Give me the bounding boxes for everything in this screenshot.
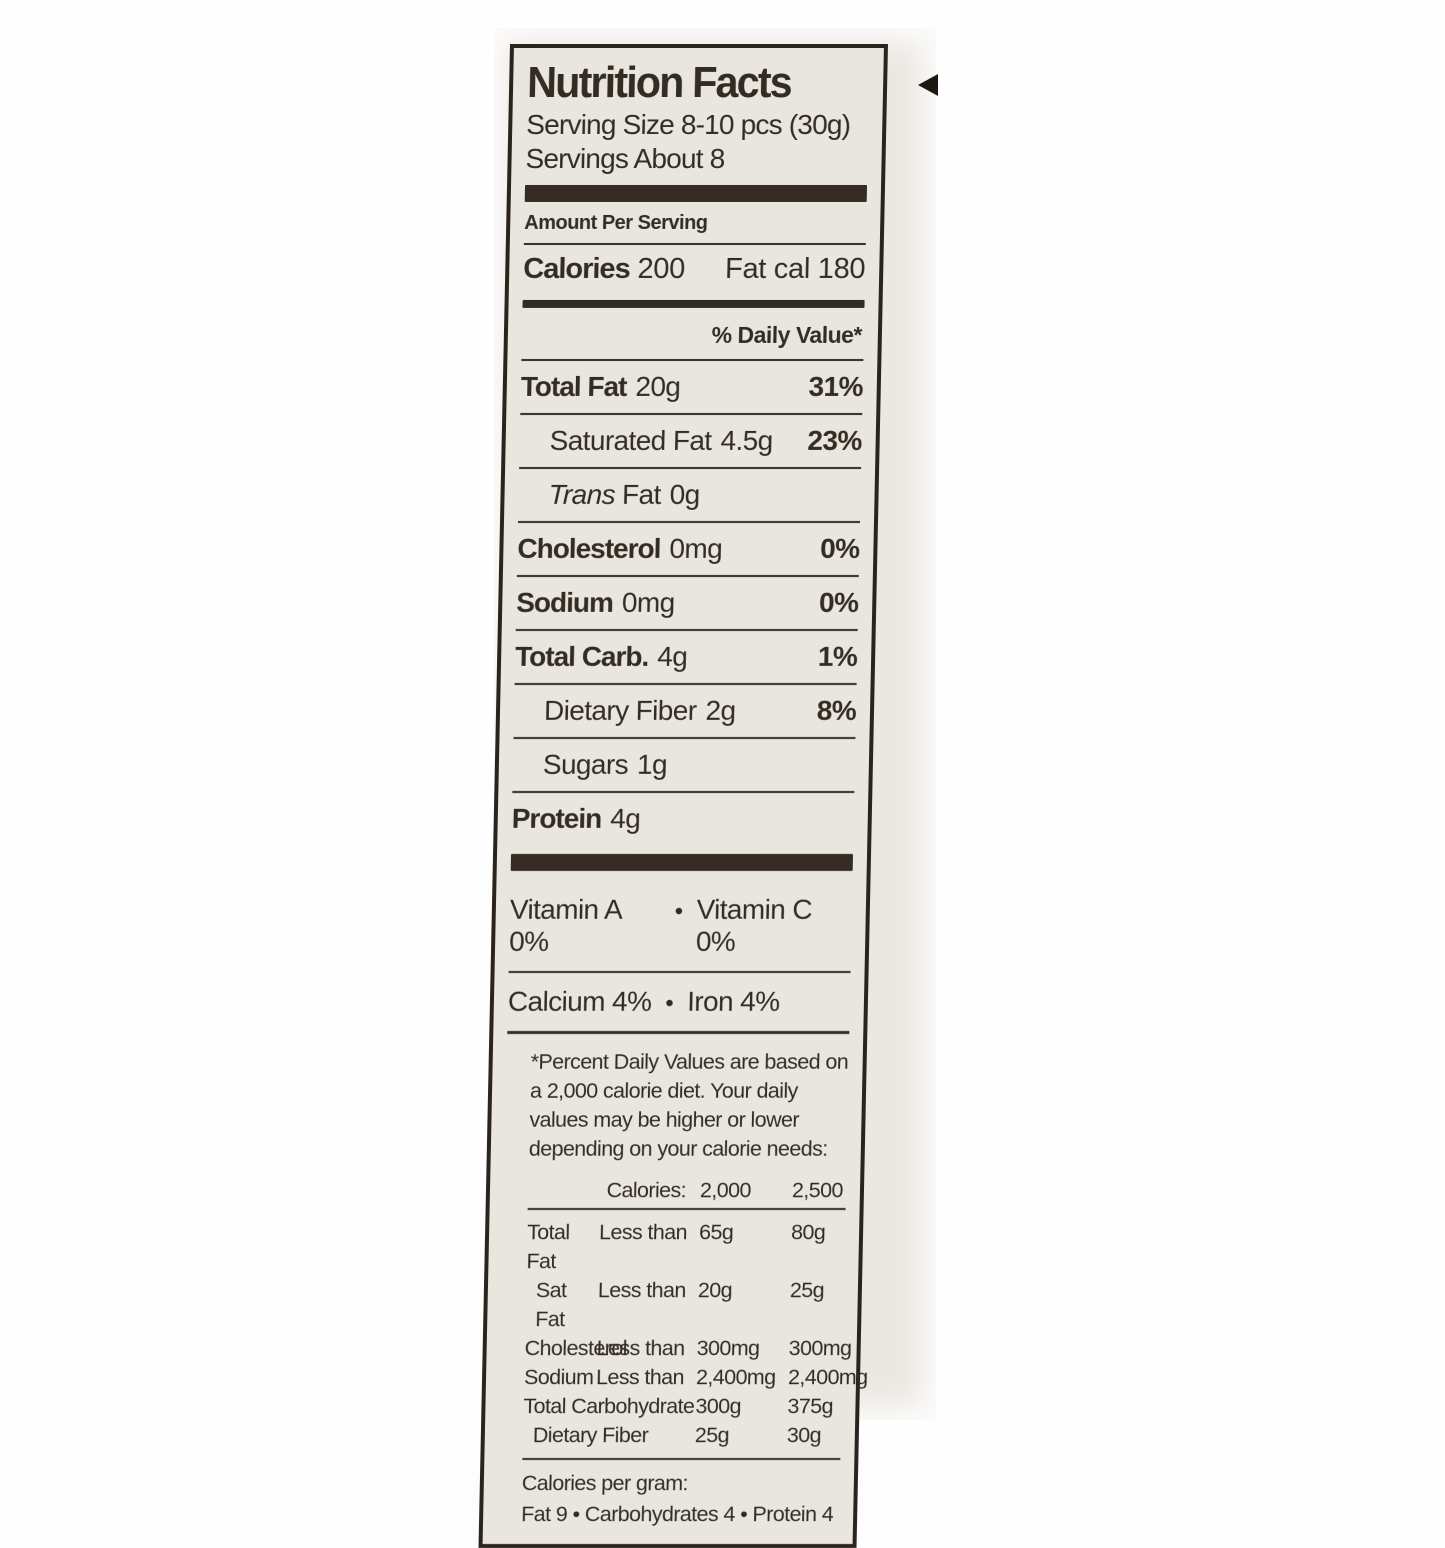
fat-calories: Fat cal 180 xyxy=(724,253,866,285)
table-cell-2000: 20g xyxy=(697,1278,733,1302)
table-cell-qualifier: Less than xyxy=(598,1220,688,1244)
calories-row: Calories 200 Fat cal 180 xyxy=(522,243,866,292)
nutrient-name: Sodium xyxy=(515,587,614,618)
nutrient-name: Protein xyxy=(511,803,602,834)
servings-count: Servings About 8 xyxy=(525,143,725,174)
nutrient-amount: 0mg xyxy=(669,533,723,564)
serving-size: Serving Size 8-10 pcs (30g) xyxy=(525,109,851,140)
nutrient-dv: 8% xyxy=(816,695,857,726)
daily-value-header: % Daily Value* xyxy=(711,322,863,348)
label-title: Nutrition Facts xyxy=(526,58,792,107)
table-cell-qualifier: Less than xyxy=(596,1336,685,1360)
nutrient-row-sodium: Sodium 0mg 0% xyxy=(515,575,859,629)
nutrient-row-dietary-fiber: Dietary Fiber 2g 8% xyxy=(513,683,857,737)
nutrient-row-cholesterol: Cholesterol 0mg 0% xyxy=(516,521,861,575)
divider-thick-bottom xyxy=(510,854,854,871)
nutrient-name: Sugars xyxy=(542,749,629,780)
nutrient-row-total-fat: Total Fat 20g 31% xyxy=(520,359,864,413)
table-cell-name: Total Carbohydrate xyxy=(523,1394,695,1418)
nutrient-amount: 4g xyxy=(609,803,641,834)
table-row-dietary-fiber: Dietary Fiber 25g 30g xyxy=(523,1421,842,1450)
footnote-section: *Percent Daily Values are based on a 2,0… xyxy=(497,1034,868,1530)
nutrient-name: Fat xyxy=(621,479,662,510)
nutrient-name: Total Fat xyxy=(520,371,627,402)
nutrient-row-trans-fat: Trans Fat 0g xyxy=(518,467,862,521)
nutrient-dv: 23% xyxy=(807,425,863,456)
calories-label: Calories xyxy=(522,253,631,285)
table-cell-2000: 300mg xyxy=(696,1336,760,1360)
nutrient-row-protein: Protein 4g xyxy=(511,791,855,845)
calories-value: 200 xyxy=(637,253,686,285)
nutrient-amount: 4g xyxy=(657,641,688,672)
nutrient-name: Saturated Fat xyxy=(549,425,712,456)
arrow-mark xyxy=(918,74,938,96)
nutrient-dv: 0% xyxy=(818,587,859,618)
nutrient-name: Total Carb. xyxy=(514,641,649,672)
nutrient-dv: 1% xyxy=(817,641,858,672)
table-cell-2000: 25g xyxy=(694,1423,730,1447)
iron: Iron 4% xyxy=(686,986,780,1017)
table-cell-name: Sat Fat xyxy=(535,1278,567,1331)
table-header-2000: 2,000 xyxy=(699,1178,752,1202)
divider-thick-top xyxy=(524,185,868,202)
table-cell-2500: 2,400mg xyxy=(787,1365,868,1389)
footnote: *Percent Daily Values are based on a 2,0… xyxy=(528,1050,849,1161)
nutrient-amount: 2g xyxy=(705,695,736,726)
nutrient-name: Cholesterol xyxy=(517,533,661,564)
table-row-sodium: Sodium Less than 2,400mg 2,400mg xyxy=(523,1363,868,1392)
vitamin-c: Vitamin C 0% xyxy=(695,894,813,957)
table-header-calories: Calories: xyxy=(606,1178,687,1202)
table-row-total-carbohydrate: Total Carbohydrate 300g 375g xyxy=(523,1392,842,1421)
nutrient-dv: 0% xyxy=(819,533,860,564)
nutrient-amount: 4.5g xyxy=(720,425,773,456)
nutrient-row-saturated-fat: Saturated Fat 4.5g 23% xyxy=(519,413,863,467)
table-cell-2500: 25g xyxy=(789,1278,825,1302)
calcium: Calcium 4% xyxy=(507,986,652,1017)
table-cell-name: Cholesterol xyxy=(524,1336,628,1360)
nutrition-label: Nutrition Facts Serving Size 8-10 pcs (3… xyxy=(478,44,888,1548)
dv-table-header: Calories: 2,000 2,500 xyxy=(527,1176,847,1210)
calories-per-gram: Calories per gram: Fat 9 • Carbohydrates… xyxy=(520,1458,841,1530)
vitamins-row-2: Calcium 4% • Iron 4% xyxy=(507,971,851,1031)
table-cell-name: Sodium xyxy=(523,1365,594,1389)
nutrient-dv: 31% xyxy=(808,371,864,402)
table-cell-name: Total Fat xyxy=(526,1220,570,1273)
table-header-2500: 2,500 xyxy=(791,1178,844,1202)
table-row-cholesterol: Cholesterol Less than 300mg 300mg xyxy=(524,1334,851,1363)
nutrient-row-sugars: Sugars 1g xyxy=(512,737,856,791)
table-cell-2500: 80g xyxy=(790,1220,826,1244)
vitamins-row-1: Vitamin A 0% • Vitamin C 0% xyxy=(509,881,853,971)
calories-per-gram-values: Fat 9 • Carbohydrates 4 • Protein 4 xyxy=(520,1502,834,1526)
table-cell-2000: 300g xyxy=(695,1394,742,1418)
nutrient-amount: 0mg xyxy=(621,587,675,618)
table-cell-name: Dietary Fiber xyxy=(532,1423,649,1447)
bullet-icon: • xyxy=(665,990,674,1017)
table-cell-qualifier: Less than xyxy=(595,1365,685,1389)
nutrient-name: Dietary Fiber xyxy=(543,695,697,726)
nutrient-row-total-carb: Total Carb. 4g 1% xyxy=(514,629,858,683)
table-row-total-fat: Total Fat Less than 65g 80g xyxy=(526,1218,845,1276)
table-cell-2500: 375g xyxy=(787,1394,834,1418)
table-row-sat-fat: Sat Fat Less than 20g 25g xyxy=(525,1276,844,1334)
table-cell-2000: 2,400mg xyxy=(695,1365,776,1389)
vitamin-a: Vitamin A 0% xyxy=(508,894,622,957)
divider-medium xyxy=(522,300,865,308)
table-cell-2000: 65g xyxy=(698,1220,734,1244)
nutrient-name-italic: Trans xyxy=(548,479,616,510)
nutrient-amount: 20g xyxy=(635,371,681,402)
calories-label-value: Calories 200 xyxy=(523,253,685,286)
nutrient-amount: 0g xyxy=(669,479,700,510)
nutrient-amount: 1g xyxy=(636,749,668,780)
package-photo: Nutrition Facts Serving Size 8-10 pcs (3… xyxy=(478,28,938,1548)
table-cell-qualifier: Less than xyxy=(597,1278,686,1302)
table-cell-2500: 30g xyxy=(786,1423,822,1447)
table-cell-2500: 300mg xyxy=(788,1336,852,1360)
amount-per-serving-label: Amount Per Serving xyxy=(524,212,708,234)
bullet-icon: • xyxy=(674,898,683,925)
calories-per-gram-title: Calories per gram: xyxy=(521,1471,689,1495)
